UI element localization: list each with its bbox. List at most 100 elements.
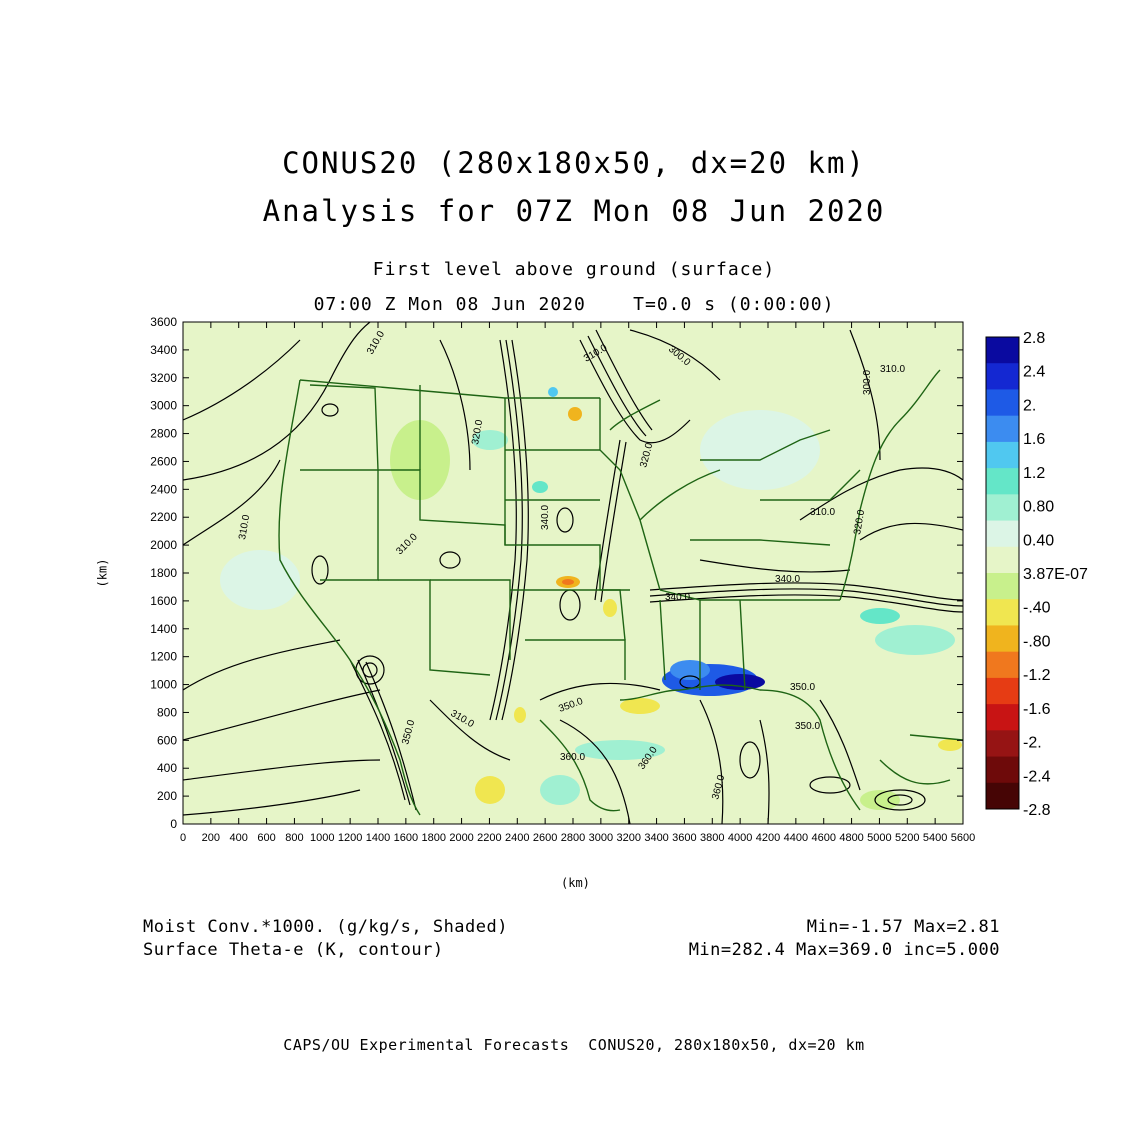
y-tick-label: 800	[157, 705, 177, 719]
contour-label: 320.0	[470, 419, 485, 446]
colorbar-label: 1.6	[1023, 431, 1045, 448]
x-tick-label: 400	[230, 832, 248, 844]
x-tick-label: 5200	[895, 832, 919, 844]
contour-field-label: Surface Theta-e (K, contour)	[143, 940, 444, 960]
x-tick-label: 3800	[700, 832, 724, 844]
y-tick-label: 400	[157, 761, 177, 775]
y-tick-label: 3000	[150, 399, 177, 413]
colorbar-swatch	[986, 441, 1019, 469]
contour-label: 350.0	[790, 682, 815, 693]
contour-label: 340.0	[775, 574, 800, 585]
contour-label: 350.0	[795, 721, 820, 732]
y-tick-label: 600	[157, 733, 177, 747]
x-axis-unit: (km)	[561, 876, 590, 890]
x-tick-label: 5000	[867, 832, 891, 844]
colorbar-swatch	[986, 625, 1019, 653]
x-axis: 0 200 400 600 800 1000 1200 1400 1600 1800 2000 220…	[180, 322, 975, 844]
x-tick-label: 200	[202, 832, 220, 844]
plot-area	[183, 322, 963, 824]
y-tick-label: 2200	[150, 510, 177, 524]
colorbar-swatch	[986, 704, 1019, 731]
y-axis: 0 200 400 600 800 1000 1200 1400 1600 1800 2000 220…	[150, 315, 963, 831]
contour-range-label: Min=282.4 Max=369.0 inc=5.000	[688, 940, 1000, 960]
colorbar-label: 3.87E-07	[1023, 566, 1088, 583]
colorbar-label: -.80	[1023, 633, 1051, 650]
x-tick-label: 1400	[366, 832, 390, 844]
x-tick-label: 3200	[616, 832, 640, 844]
footer-credit: CAPS/OU Experimental Forecasts CONUS20, …	[283, 1036, 865, 1054]
x-tick-label: 2400	[505, 832, 529, 844]
y-tick-label: 1200	[150, 650, 177, 664]
y-tick-label: 0	[170, 817, 177, 831]
boundaries	[278, 369, 963, 816]
y-tick-label: 1000	[150, 678, 177, 692]
colorbar-swatch	[986, 468, 1019, 495]
x-tick-label: 2200	[477, 832, 501, 844]
colorbar-label: -1.2	[1023, 667, 1051, 684]
x-tick-label: 0	[180, 832, 186, 844]
x-tick-label: 2800	[561, 832, 585, 844]
contour-label: 310.0	[237, 514, 252, 541]
shaded-field-label: Moist Conv.*1000. (g/kg/s, Shaded)	[143, 917, 508, 937]
colorbar-label: -2.8	[1023, 802, 1051, 819]
x-tick-label: 1800	[421, 832, 445, 844]
colorbar-swatch	[986, 756, 1019, 784]
y-tick-label: 1400	[150, 622, 177, 636]
colorbar-swatch	[986, 651, 1019, 679]
y-tick-label: 200	[157, 789, 177, 803]
colorbar-label: 2.	[1023, 397, 1036, 414]
y-tick-label: 3400	[150, 343, 177, 357]
colorbar-label: -.40	[1023, 600, 1051, 617]
colorbar-swatch	[986, 546, 1019, 574]
contour-label: 310.0	[810, 507, 835, 518]
colorbar-label: -1.6	[1023, 701, 1051, 718]
shaded-range-label: Min=-1.57 Max=2.81	[806, 917, 1000, 937]
y-tick-label: 2400	[150, 482, 177, 496]
colorbar-swatch	[986, 730, 1019, 758]
colorbar-swatch	[986, 599, 1019, 626]
shaded-field	[183, 322, 963, 824]
colorbar-swatch	[986, 363, 1019, 390]
x-tick-label: 4600	[811, 832, 835, 844]
x-tick-label: 3400	[644, 832, 668, 844]
subtitle-time: 07:00 Z Mon 08 Jun 2020 T=0.0 s (0:00:00…	[313, 294, 835, 315]
colorbar-swatch	[986, 677, 1019, 705]
colorbar-swatch	[986, 389, 1019, 417]
y-tick-label: 1800	[150, 566, 177, 580]
subtitle-level: First level above ground (surface)	[372, 259, 776, 280]
colorbar-swatch	[986, 494, 1019, 522]
colorbar-swatch	[986, 520, 1019, 548]
colorbar-label: 2.8	[1023, 330, 1045, 347]
x-tick-label: 5600	[951, 832, 975, 844]
x-tick-label: 4800	[839, 832, 863, 844]
contour-label: 320.0	[852, 509, 867, 536]
x-tick-label: 3000	[589, 832, 613, 844]
x-tick-label: 1000	[310, 832, 334, 844]
colorbar-label: -2.	[1023, 735, 1042, 752]
colorbar-label: -2.4	[1023, 768, 1051, 785]
x-tick-label: 600	[257, 832, 275, 844]
x-tick-label: 800	[285, 832, 303, 844]
y-tick-label: 3600	[150, 315, 177, 329]
y-tick-label: 2000	[150, 538, 177, 552]
x-tick-label: 4400	[784, 832, 808, 844]
y-tick-label: 2800	[150, 427, 177, 441]
title-line-2: Analysis for 07Z Mon 08 Jun 2020	[262, 194, 886, 228]
title-line-1: CONUS20 (280x180x50, dx=20 km)	[282, 146, 866, 180]
x-tick-label: 1200	[338, 832, 362, 844]
x-tick-label: 2000	[449, 832, 473, 844]
x-tick-label: 3600	[672, 832, 696, 844]
y-axis-unit: (km)	[95, 558, 110, 588]
colorbar-swatch	[986, 573, 1019, 600]
colorbar-label: 0.80	[1023, 499, 1054, 516]
contour-label: 360.0	[560, 752, 585, 763]
contour-label: 300.0	[862, 370, 873, 395]
colorbar-swatch	[986, 782, 1019, 810]
x-tick-label: 4200	[756, 832, 780, 844]
colorbar-label: 1.2	[1023, 465, 1045, 482]
colorbar-label: 2.4	[1023, 364, 1045, 381]
contour-label: 340.0	[665, 592, 690, 603]
x-tick-label: 2600	[533, 832, 557, 844]
